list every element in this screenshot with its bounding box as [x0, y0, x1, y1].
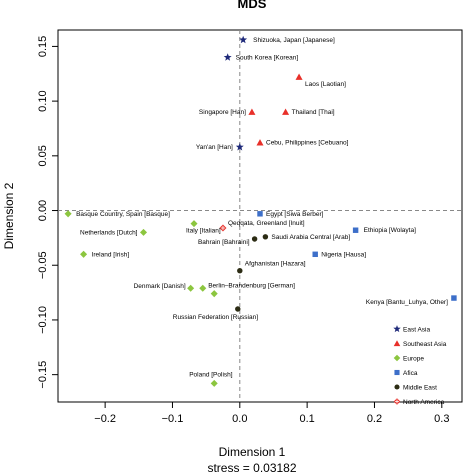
axes: −0.2 −0.1 0.0 0.1 0.2 0.3 −0.15 −0.10 −0.05 0.00 0… [37, 29, 463, 425]
point-south-korea-korean [223, 53, 232, 61]
point-poland-polish [210, 379, 218, 387]
y-tick-label: 0.00 [37, 200, 49, 221]
x-tick-label: 0.2 [367, 413, 382, 425]
point-italy-italian [190, 220, 198, 228]
legend-marker-europe [393, 354, 401, 362]
x-tick-label: −0.2 [94, 413, 116, 425]
legend-label-afica: Afica [403, 370, 418, 377]
point-laos-laotian [295, 73, 303, 80]
x-tick-label: 0.0 [232, 413, 247, 425]
point-labels: Shizuoka, Japan [Japanese] South Korea [K… [76, 37, 448, 379]
point-label-yan-an-han: Yan'an [Han] [196, 144, 233, 151]
point-ireland-irish [80, 250, 88, 258]
legend-marker-east-asia [393, 325, 401, 333]
point-ethiopia-wolayta [352, 227, 359, 233]
point-label-shizuoka-japan-japanese: Shizuoka, Japan [Japanese] [253, 37, 335, 44]
reference-lines [58, 30, 462, 402]
point-label-laos-laotian: Laos [Laotian] [305, 81, 346, 88]
point-label-egypt-siwa-berber: Egypt [Siwa Berber] [266, 211, 324, 218]
legend-marker-north-america-cross [395, 399, 399, 404]
point-kenya-bantu-luhya-other [451, 295, 457, 301]
legend-label-middle-east: Middle East [403, 385, 437, 392]
point-label-berlin-brandenburg-german: Berlin–Brandenburg [German] [208, 283, 295, 290]
point-nigeria-hausa [312, 251, 318, 258]
legend-label-east-asia: East Asia [403, 327, 430, 334]
point-egypt-siwa-berber [257, 211, 263, 217]
point-label-saudi-arabia-central-arab: Saudi Arabia Central [Arab] [271, 234, 350, 241]
point-label-singapore-han: Singapore [Han] [199, 109, 246, 116]
point-label-ireland-irish: Ireland [Irish] [92, 251, 130, 258]
data-points [64, 35, 457, 387]
x-tick-label: 0.1 [299, 413, 314, 425]
point-afghanistan-hazara [237, 267, 243, 274]
y-axis-label: Dimension 2 [2, 182, 16, 249]
point-label-afghanistan-hazara: Afghanistan [Hazara] [245, 261, 306, 268]
point-yan-an-han [235, 142, 244, 151]
chart-title: MDS [238, 0, 267, 11]
point-bahrain-bahraini [251, 236, 258, 242]
point-label-thailand-thai: Thailand [Thai] [292, 109, 335, 116]
point-label-bahrain-bahraini: Bahrain [Bahraini] [198, 239, 250, 246]
point-label-netherlands-dutch: Netherlands [Dutch] [80, 229, 138, 236]
legend-marker-southeast-asia [393, 340, 401, 347]
y-tick-label: −0.15 [37, 361, 49, 389]
point-label-basque-country-spain-basque: Basque Country, Spain [Basque] [76, 211, 170, 218]
legend-label-north-america: North America [403, 399, 445, 406]
point-thailand-thai [282, 108, 290, 115]
point-shizuoka-japan-japanese [239, 35, 248, 44]
y-tick-label: 0.05 [37, 145, 49, 166]
point-europe-unlabeled [199, 284, 207, 292]
point-label-cebu-philippines-cebuano: Cebu, Philippines [Cebuano] [266, 140, 349, 147]
legend-label-europe: Europe [403, 356, 424, 363]
stress-label: stress = 0.03182 [207, 461, 296, 474]
x-axis-label: Dimension 1 [219, 445, 286, 459]
point-cebu-philippines-cebuano [256, 139, 264, 146]
point-label-south-korea-korean: South Korea [Korean] [236, 54, 299, 61]
point-denmark-danish [187, 284, 195, 292]
legend-marker-north-america [393, 398, 401, 405]
point-label-qeqqata-greenland-inuit: Qeqqata, Greenland [Inuit] [228, 220, 305, 227]
legend-marker-middle-east [394, 384, 400, 390]
point-label-poland-polish: Poland [Polish] [189, 371, 233, 378]
point-label-russian-federation-russian: Russian Federation [Russian] [173, 314, 258, 321]
y-tick-label: 0.10 [37, 90, 49, 111]
point-qeqqata-greenland-inuit-cross [220, 225, 226, 231]
point-label-denmark-danish: Denmark [Danish] [134, 283, 186, 290]
legend: East Asia Southeast Asia Europe Afica Middle… [393, 325, 447, 406]
point-label-ethiopia-wolayta: Ethiopia [Wolayta] [364, 227, 416, 234]
point-berlin-brandenburg-german [210, 290, 218, 298]
y-tick-label: −0.10 [37, 306, 49, 334]
point-netherlands-dutch [139, 228, 148, 236]
legend-marker-afica [394, 369, 400, 376]
x-tick-label: 0.3 [434, 413, 449, 425]
point-label-nigeria-hausa: Nigeria [Hausa] [321, 251, 366, 258]
point-singapore-han [248, 108, 256, 115]
point-qeqqata-greenland-inuit [219, 224, 227, 232]
plot-frame [57, 29, 463, 403]
point-basque-country-spain-basque [64, 210, 72, 218]
point-saudi-arabia-central-arab [262, 234, 269, 240]
legend-label-southeast-asia: Southeast Asia [403, 341, 447, 348]
point-russian-federation-russian [235, 306, 241, 312]
x-tick-label: −0.1 [162, 413, 184, 425]
point-label-italy-italian: Italy [Italian] [186, 228, 221, 235]
y-tick-label: 0.15 [37, 36, 49, 57]
y-tick-label: −0.05 [37, 251, 49, 279]
point-label-kenya-bantu-luhya-other: Kenya [Bantu_Luhya, Other] [366, 299, 448, 306]
